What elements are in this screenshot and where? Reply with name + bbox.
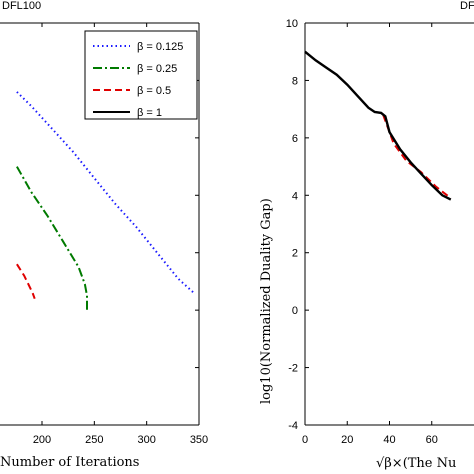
legend-label: β = 0.25 <box>137 63 177 75</box>
legend-label: β = 1 <box>137 107 162 119</box>
left-x-axis-label: Number of Iterations <box>0 455 139 470</box>
right-y-tick-label: 10 <box>286 18 298 30</box>
left-series-line <box>16 263 36 300</box>
right-x-tick-label: 60 <box>426 434 438 446</box>
right-y-tick-label: -2 <box>288 363 298 375</box>
right-series-line <box>304 50 452 201</box>
left-x-tick-label: 300 <box>137 434 155 446</box>
right-series <box>304 50 452 201</box>
legend: β = 0.125 β = 0.25 β = 0.5 β = 1 <box>84 30 198 120</box>
right-panel: DF 0 20 40 60 -4 -2 0 2 4 6 8 10 log10(Normalized D… <box>259 0 474 471</box>
right-chart-title: DF <box>460 0 474 12</box>
right-x-tick-label: 40 <box>383 434 395 446</box>
left-chart-title: DFL100 <box>2 0 41 12</box>
right-y-tick-label: 8 <box>292 75 298 87</box>
right-x-tick-label: 20 <box>341 434 353 446</box>
right-y-tick-label: 6 <box>292 133 298 145</box>
right-y-tick-label: 2 <box>292 248 298 260</box>
right-y-tick-label: 0 <box>292 305 298 317</box>
legend-label: β = 0.125 <box>137 41 183 53</box>
legend-box <box>84 30 198 120</box>
legend-items: β = 0.125 β = 0.25 β = 0.5 β = 1 <box>93 41 183 119</box>
left-series <box>16 91 195 311</box>
right-y-tick-label: 4 <box>292 190 298 202</box>
right-ticks: 0 20 40 60 -4 -2 0 2 4 6 8 10 <box>286 18 438 446</box>
right-y-tick-label: -4 <box>288 420 298 432</box>
right-x-axis-label: √β×(The Nu <box>376 456 456 471</box>
right-y-axis-label: log10(Normalized Duality Gap) <box>259 198 274 404</box>
left-x-tick-label: 200 <box>33 434 51 446</box>
right-x-tick-label: 0 <box>302 434 308 446</box>
left-x-tick-label: 350 <box>190 434 208 446</box>
legend-label: β = 0.5 <box>137 85 171 97</box>
right-series-line <box>382 114 452 199</box>
left-series-line <box>16 166 88 311</box>
left-series-line <box>16 91 195 294</box>
left-x-tick-label: 250 <box>85 434 103 446</box>
